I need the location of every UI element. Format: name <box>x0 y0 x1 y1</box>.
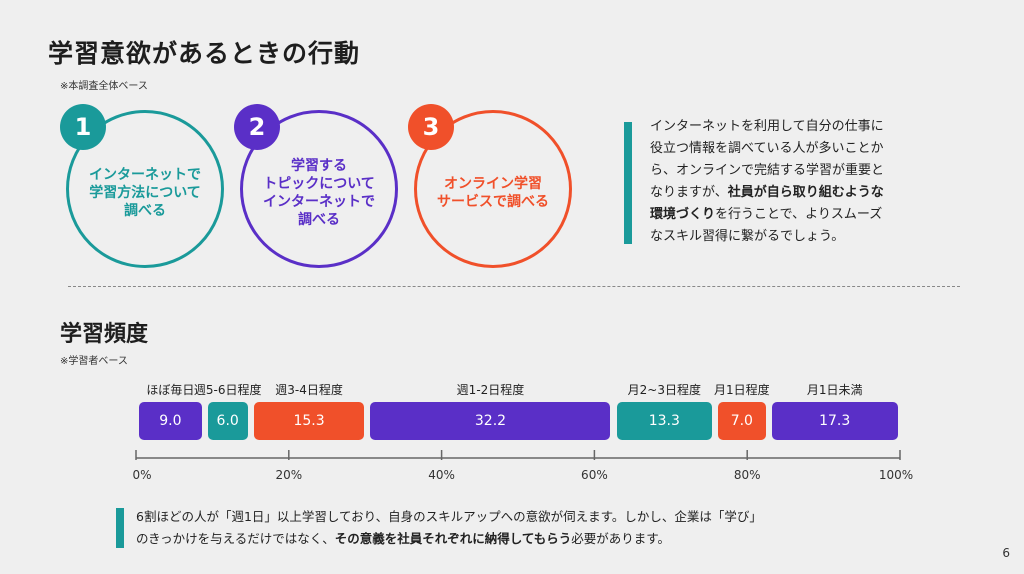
tick-label: 100% <box>878 468 914 482</box>
text-line: インターネットを利用して自分の仕事に <box>650 116 950 138</box>
emphasis-text: 環境づくり <box>650 207 716 222</box>
behavior-text-line: トピックについて <box>263 176 375 192</box>
bar-segment: 9.0 <box>139 402 202 440</box>
behavior-number-badge-3: 3 <box>408 104 454 150</box>
tick-label: 60% <box>581 468 608 482</box>
tick-label: 80% <box>733 468 761 482</box>
bar-segment: 32.2 <box>370 402 611 440</box>
text-line: なスキル習得に繋がるでしょう。 <box>650 226 950 248</box>
behavior-circle-1: インターネットで 学習方法について 調べる <box>66 110 224 268</box>
category-label: 週3-4日程度 <box>275 383 343 397</box>
text-span: インターネットを利用して自分の仕事に <box>650 119 884 134</box>
emphasis-text: 社員が自ら取り組むような <box>727 185 884 200</box>
behavior-text-line: サービスで調べる <box>437 194 549 210</box>
section-divider <box>68 286 960 287</box>
behavior-text-line: 学習する <box>291 158 347 174</box>
text-span: を行うことで、よりスムーズ <box>715 207 883 222</box>
page-number: 6 <box>1002 546 1010 560</box>
behavior-text-line: オンライン学習 <box>444 176 542 192</box>
text-span: なりますが、 <box>650 185 728 200</box>
bar-segment: 13.3 <box>616 402 713 440</box>
text-line: 環境づくりを行うことで、よりスムーズ <box>650 204 950 226</box>
bar-segment: 17.3 <box>771 402 898 440</box>
text-line: 役立つ情報を調べている人が多いことか <box>650 138 950 160</box>
frequency-note: ※学習者ベース <box>60 356 128 367</box>
text-span: ら、オンラインで完結する学習が重要と <box>650 163 885 178</box>
tick-label: 20% <box>275 468 303 482</box>
text-span: 必要があります。 <box>571 531 671 546</box>
text-span: 役立つ情報を調べている人が多いことか <box>650 141 884 156</box>
tick-label: 40% <box>428 468 455 482</box>
bar-segment: 15.3 <box>253 402 365 440</box>
category-label: ほぼ毎日 <box>146 383 195 397</box>
insight-accent-bar <box>624 122 632 244</box>
insight-text: インターネットを利用して自分の仕事に 役立つ情報を調べている人が多いことか ら、オン… <box>650 116 950 248</box>
text-span: 6割ほどの人が「週1日」以上学習しており、自身のスキルアップへの意欲が伺えます。… <box>136 509 762 524</box>
category-label: 月1日未満 <box>806 383 863 397</box>
text-line: ら、オンラインで完結する学習が重要と <box>650 160 950 182</box>
behavior-text-line: 調べる <box>124 203 166 219</box>
bar-segment: 7.0 <box>718 402 766 440</box>
category-label: 月1日程度 <box>714 383 770 397</box>
emphasis-text: その意義を社員それぞれに納得してもらう <box>334 531 572 546</box>
text-line: 6割ほどの人が「週1日」以上学習しており、自身のスキルアップへの意欲が伺えます。… <box>136 506 956 528</box>
behavior-text-line: 調べる <box>298 212 340 228</box>
behavior-text-line: 学習方法について <box>89 185 201 201</box>
summary-text: 6割ほどの人が「週1日」以上学習しており、自身のスキルアップへの意欲が伺えます。… <box>136 506 956 550</box>
text-line: のきっかけを与えるだけではなく、その意義を社員それぞれに納得してもらう必要があり… <box>136 528 956 550</box>
bar-segment: 6.0 <box>207 402 248 440</box>
category-label: 週5-6日程度 <box>193 383 262 397</box>
behavior-number-badge-2: 2 <box>234 104 280 150</box>
tick-label: 0% <box>132 468 152 482</box>
title-note: ※本調査全体ベース <box>60 81 148 92</box>
page-title: 学習意欲があるときの行動 <box>48 39 361 68</box>
text-span: なスキル習得に繋がるでしょう。 <box>650 229 845 244</box>
category-label: 月2~3日程度 <box>627 383 701 397</box>
text-line: なりますが、社員が自ら取り組むような <box>650 182 950 204</box>
behavior-text-line: インターネットで <box>263 194 375 210</box>
behavior-text-line: インターネットで <box>89 167 201 183</box>
frequency-title: 学習頻度 <box>60 322 149 347</box>
category-label: 週1-2日程度 <box>456 383 525 397</box>
behavior-number-badge-1: 1 <box>60 104 106 150</box>
text-span: のきっかけを与えるだけではなく、 <box>136 531 335 546</box>
summary-accent-bar <box>116 508 124 548</box>
